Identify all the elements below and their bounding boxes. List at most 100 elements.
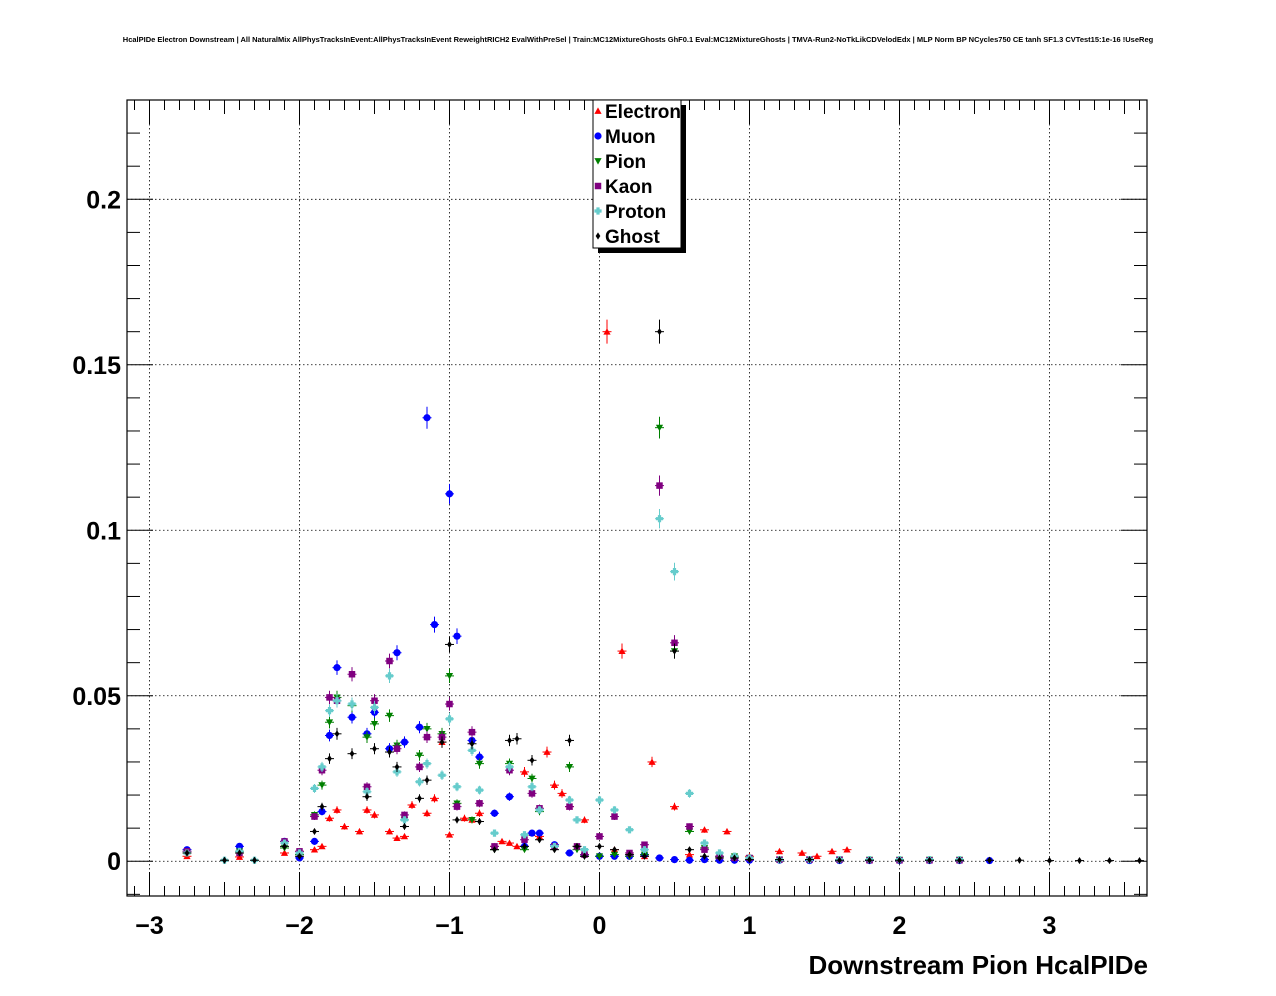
data-point xyxy=(297,852,302,860)
data-point xyxy=(897,856,902,864)
data-point xyxy=(807,855,812,864)
legend-label-proton: Proton xyxy=(605,202,666,223)
data-point xyxy=(280,849,289,856)
data-point xyxy=(400,816,409,824)
data-point xyxy=(655,424,664,432)
data-point xyxy=(349,750,355,758)
x-tick-label: −2 xyxy=(285,912,314,940)
data-point xyxy=(386,657,393,665)
data-point xyxy=(438,771,446,779)
data-point xyxy=(580,816,589,823)
data-point xyxy=(535,829,544,837)
data-point xyxy=(355,827,364,835)
data-point xyxy=(627,851,632,859)
data-point xyxy=(445,715,454,723)
legend-marker-kaon xyxy=(594,182,602,190)
x-tick-label: 2 xyxy=(893,912,907,940)
data-point xyxy=(1017,856,1022,864)
data-point xyxy=(927,856,932,864)
data-point xyxy=(333,664,341,672)
data-point xyxy=(447,640,452,649)
data-point xyxy=(372,745,377,753)
data-point xyxy=(775,847,784,855)
data-point xyxy=(454,816,460,824)
data-point xyxy=(550,781,559,789)
data-point xyxy=(423,414,431,422)
data-point xyxy=(401,811,408,819)
data-point xyxy=(237,849,242,857)
data-point xyxy=(325,814,334,822)
data-point xyxy=(573,816,581,824)
data-point xyxy=(348,671,356,678)
data-point xyxy=(310,846,319,853)
data-point xyxy=(318,782,326,789)
data-point xyxy=(1107,856,1112,865)
data-point xyxy=(700,839,709,847)
legend-marker-ghost xyxy=(595,232,601,240)
data-point xyxy=(685,856,694,864)
data-point xyxy=(445,490,454,498)
data-point xyxy=(565,796,574,804)
data-point xyxy=(535,806,544,814)
data-point xyxy=(611,813,618,820)
x-tick-label: 3 xyxy=(1043,912,1057,940)
data-point xyxy=(640,846,649,854)
data-point xyxy=(312,827,317,836)
legend-entries: Electron Muon Pion Kaon Proton Ghost xyxy=(594,102,681,248)
data-point xyxy=(552,846,557,854)
data-point xyxy=(400,738,409,746)
data-point xyxy=(747,855,752,864)
y-tick-label: 0.2 xyxy=(86,186,121,214)
data-point xyxy=(580,846,589,854)
data-point xyxy=(318,763,326,771)
legend-marker-proton xyxy=(594,207,602,215)
legend-label-pion: Pion xyxy=(605,152,646,173)
data-point xyxy=(370,703,379,711)
data-point xyxy=(612,846,617,854)
data-point xyxy=(685,851,694,858)
data-point xyxy=(460,814,469,822)
data-point xyxy=(318,842,326,850)
data-point xyxy=(837,856,842,864)
data-point xyxy=(520,846,529,854)
data-point xyxy=(282,842,287,850)
data-point xyxy=(363,734,371,741)
data-point xyxy=(393,649,401,657)
tick-labels: −3 −2 −1 0 1 2 3 0 0.05 0.1 0.15 0.2 xyxy=(72,186,1056,940)
data-point xyxy=(505,793,514,801)
data-point xyxy=(625,826,634,834)
data-point xyxy=(687,846,692,854)
data-point xyxy=(423,725,431,733)
data-point xyxy=(340,822,349,830)
data-point xyxy=(657,328,662,336)
chart-title: HcalPIDe Electron Downstream | All Natur… xyxy=(123,35,1154,44)
x-tick-label: 1 xyxy=(743,912,757,940)
data-point xyxy=(642,852,647,860)
data-point xyxy=(685,828,694,836)
data-point xyxy=(415,723,424,731)
data-point xyxy=(325,707,334,715)
data-point xyxy=(370,721,379,728)
data-point xyxy=(828,847,836,855)
data-point xyxy=(453,783,461,791)
data-point xyxy=(475,786,484,794)
data-point xyxy=(394,763,400,771)
data-point xyxy=(417,794,422,802)
data-point xyxy=(656,482,663,489)
data-point xyxy=(732,854,737,862)
data-point xyxy=(424,776,430,784)
data-point xyxy=(310,837,319,845)
data-point xyxy=(514,735,520,743)
data-point xyxy=(408,801,416,808)
data-point xyxy=(843,846,851,853)
data-point xyxy=(363,806,371,813)
x-tick-label: −1 xyxy=(435,912,464,940)
legend-label-electron: Electron xyxy=(605,102,681,123)
data-point xyxy=(415,778,424,786)
legend: Electron Muon Pion Kaon Proton Ghost xyxy=(592,99,686,253)
legend-box xyxy=(592,99,682,249)
data-point xyxy=(363,788,371,796)
data-point xyxy=(700,826,709,833)
data-point xyxy=(393,834,401,841)
data-point xyxy=(505,763,514,771)
